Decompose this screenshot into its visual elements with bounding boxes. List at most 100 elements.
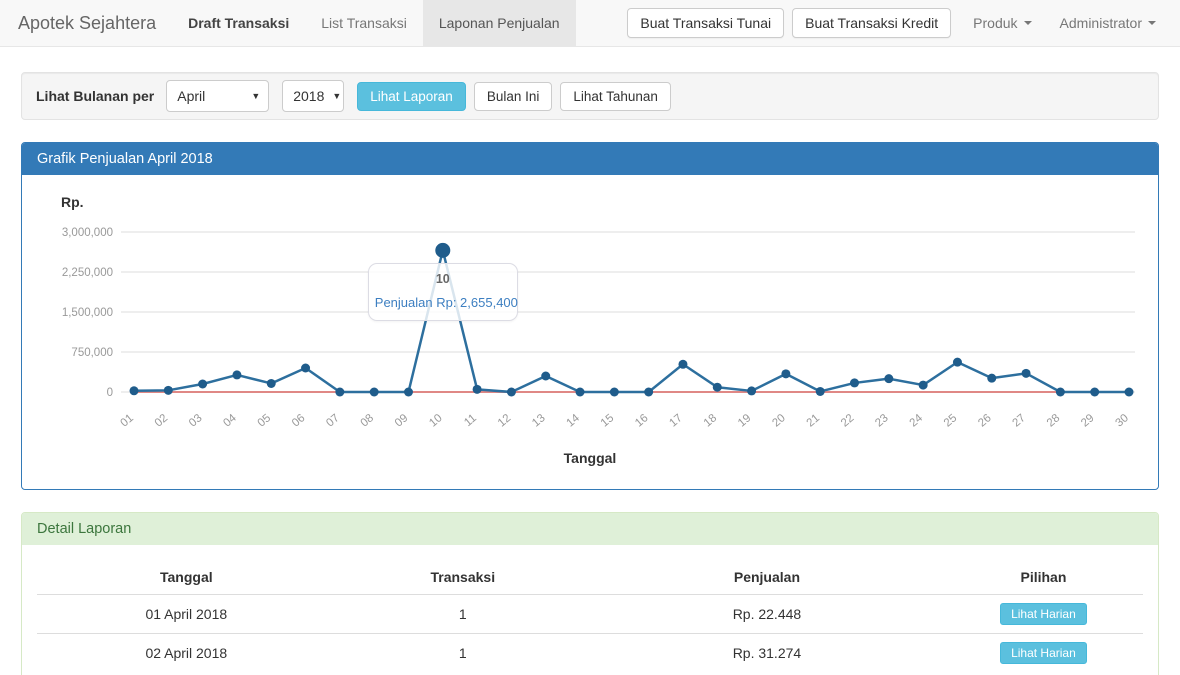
x-tick-label: 01 [118,412,136,429]
data-point[interactable] [232,370,242,380]
x-tick-label: 27 [1010,412,1028,429]
x-tick-label: 13 [530,412,548,429]
y-tick-label: 750,000 [71,347,113,359]
x-tick-label: 07 [324,412,342,429]
chart-area: 0 750,000 1,500,000 2,250,000 3,000,000 01 02 0… [37,214,1143,446]
highlighted-data-point[interactable] [435,242,451,258]
cell-transaksi: 1 [335,594,590,634]
x-tick-label: 20 [770,412,788,429]
x-tick-label: 11 [462,412,479,429]
lihat-harian-button[interactable]: Lihat Harian [1000,603,1087,625]
header-transaksi: Transaksi [335,560,590,595]
data-point[interactable] [472,384,482,394]
cell-penjualan: Rp. 31.274 [589,633,944,672]
nav-item-laporan-penjualan[interactable]: Laponan Penjualan [422,0,576,46]
data-point[interactable] [781,369,791,379]
x-tick-label: 15 [599,412,617,429]
monthly-filter-bar: Lihat Bulanan per April ▼ 2018 ▼ Lihat L… [21,72,1159,120]
cell-tanggal: 02 April 2018 [37,633,336,672]
data-point[interactable] [918,380,928,390]
x-tick-label: 28 [1045,412,1063,429]
y-axis-unit-label: Rp. [61,194,84,210]
data-point[interactable] [163,385,173,395]
data-point[interactable] [850,378,860,388]
data-point[interactable] [575,387,585,397]
data-point[interactable] [1090,387,1100,397]
data-point[interactable] [678,359,688,369]
detail-panel-body: Tanggal Transaksi Penjualan Pilihan 01 A… [22,545,1158,675]
table-row: 02 April 2018 1 Rp. 31.274 Lihat Harian [37,633,1143,672]
cell-transaksi: 1 [335,633,590,672]
x-tick-label: 19 [736,412,754,429]
daily-report-table: Tanggal Transaksi Penjualan Pilihan 01 A… [37,560,1143,672]
produk-dropdown[interactable]: Produk [959,15,1045,31]
bulan-ini-button[interactable]: Bulan Ini [473,81,553,111]
x-tick-label: 04 [221,412,239,430]
administrator-dropdown[interactable]: Administrator [1046,15,1170,31]
buat-transaksi-kredit-button[interactable]: Buat Transaksi Kredit [792,8,952,38]
data-point[interactable] [747,386,757,396]
data-point[interactable] [198,379,208,389]
chart-panel-title: Grafik Penjualan April 2018 [22,143,1158,175]
x-tick-label: 03 [187,412,205,429]
navbar-right-group: Buat Transaksi Tunai Buat Transaksi Kred… [627,0,1180,46]
header-penjualan: Penjualan [589,560,944,595]
data-point[interactable] [1055,387,1065,397]
x-tick-label: 08 [359,412,377,429]
nav-item-draft-transaksi[interactable]: Draft Transaksi [188,15,290,31]
data-point[interactable] [884,374,894,384]
lihat-laporan-button[interactable]: Lihat Laporan [357,81,466,111]
x-tick-label: 24 [908,412,926,430]
chevron-down-icon [1148,21,1156,25]
data-point[interactable] [815,386,825,396]
data-point[interactable] [952,357,962,367]
data-point[interactable] [1124,387,1134,397]
cell-pilihan: Lihat Harian [943,633,1143,672]
penjualan-line [133,249,1129,394]
data-point[interactable] [644,387,654,397]
x-tick-label: 22 [839,412,857,429]
detail-report-panel: Detail Laporan Tanggal Transaksi Penjual… [21,512,1159,675]
table-row: 01 April 2018 1 Rp. 22.448 Lihat Harian [37,594,1143,634]
data-point[interactable] [403,387,413,397]
year-select[interactable]: 2018 ▼ [282,80,345,112]
x-tick-label: 05 [256,412,274,429]
data-point[interactable] [266,378,276,388]
x-tick-label: 06 [290,412,308,429]
x-tick-label: 16 [633,412,651,429]
data-point[interactable] [301,363,311,373]
select-arrow-icon: ▼ [332,91,342,101]
x-tick-label: 12 [496,412,514,429]
data-point[interactable] [1021,368,1031,378]
data-point[interactable] [506,387,516,397]
x-tick-label: 23 [873,412,891,429]
tooltip-value: Penjualan Rp: 2,655,400 [374,295,518,311]
y-tick-label: 0 [107,387,113,399]
produk-dropdown-label: Produk [973,15,1018,31]
data-point[interactable] [369,387,379,397]
x-tick-label: 29 [1079,412,1097,429]
x-tick-label: 18 [702,412,720,429]
nav-item-list-transaksi[interactable]: List Transaksi [321,15,407,31]
x-tick-label: 10 [427,412,445,429]
buat-transaksi-tunai-button[interactable]: Buat Transaksi Tunai [627,8,785,38]
data-point[interactable] [335,387,345,397]
data-point[interactable] [129,386,139,396]
sales-chart-panel: Grafik Penjualan April 2018 Rp. 0 750,000… [21,142,1159,490]
brand-title[interactable]: Apotek Sejahtera [18,12,157,33]
x-tick-label: 09 [393,412,411,429]
top-navbar: Apotek Sejahtera Draft Transaksi List Tr… [0,0,1180,47]
data-point[interactable] [712,382,722,392]
data-point[interactable] [609,387,619,397]
x-tick-label: 21 [805,412,823,429]
data-point[interactable] [541,371,551,381]
lihat-tahunan-button[interactable]: Lihat Tahunan [560,81,671,111]
chevron-down-icon [1023,21,1032,25]
data-point[interactable] [987,373,997,383]
header-pilihan: Pilihan [943,560,1143,595]
year-select-value: 2018 [293,88,325,104]
month-select[interactable]: April ▼ [166,80,270,112]
sales-line-chart: 0 750,000 1,500,000 2,250,000 3,000,000 01 02 0… [62,227,1135,430]
lihat-harian-button[interactable]: Lihat Harian [1000,642,1087,664]
cell-pilihan: Lihat Harian [943,594,1143,634]
